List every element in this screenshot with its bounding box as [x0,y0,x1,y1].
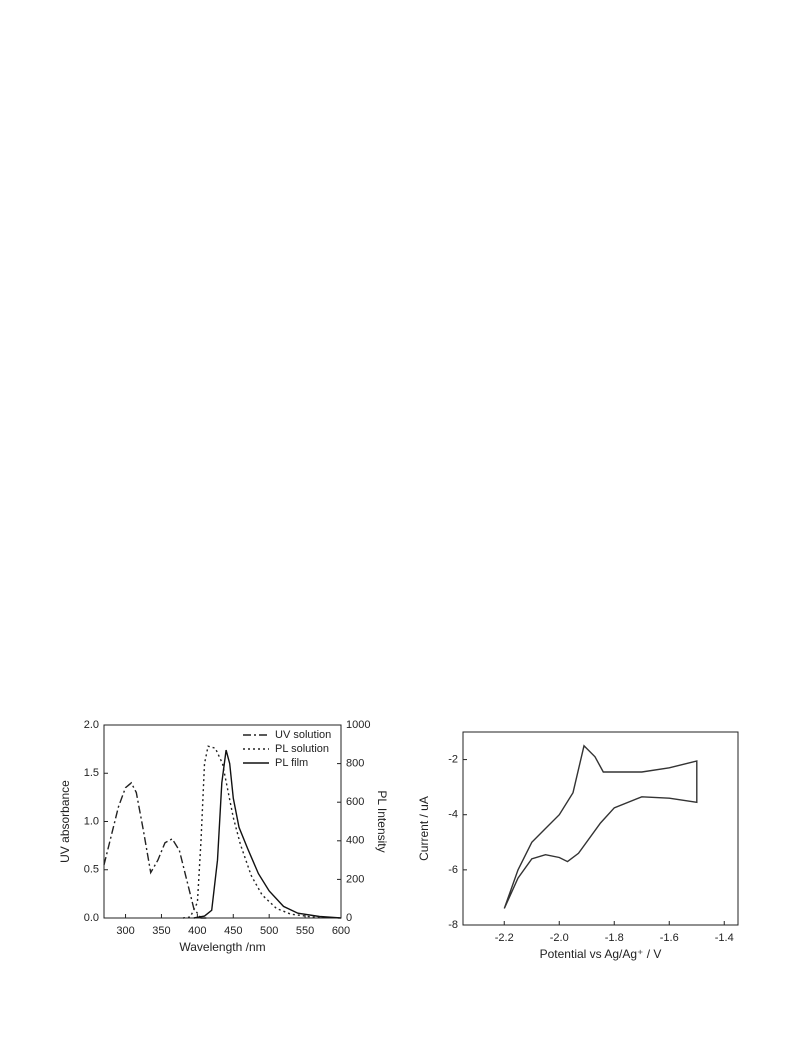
series-line [503,744,698,909]
y2-tick-label: 1000 [346,719,370,731]
x-tick-label: 550 [296,925,314,937]
x-tick-label: -2.2 [495,932,514,944]
plot-frame [462,731,739,926]
x-tick-label: 500 [260,925,278,937]
x-axis-label: Potential vs Ag/Ag⁺ / V [540,947,662,961]
x-axis-label: Wavelength /nm [179,940,265,954]
x-tick-label: 400 [188,925,206,937]
y-tick-label: 0.0 [84,912,99,924]
y-tick-label: 0.5 [84,864,99,876]
y-tick-label: -8 [448,919,458,931]
x-tick-label: -1.6 [660,932,679,944]
y2-axis-label: PL Intensity [375,790,389,852]
y-tick-label: 1.5 [84,767,99,779]
y2-tick-label: 200 [346,873,364,885]
y2-tick-label: 800 [346,758,364,770]
y-axis-label: UV absorbance [58,780,72,863]
y-tick-label: -2 [448,753,458,765]
y-tick-label: -4 [448,809,458,821]
y-tick-label: 1.0 [84,815,99,827]
x-tick-label: -1.8 [605,932,624,944]
series-line [193,749,342,919]
y2-tick-label: 0 [346,912,352,924]
x-tick-label: 450 [224,925,242,937]
x-tick-label: 300 [116,925,134,937]
series-line [103,781,209,919]
legend-label: PL solution [275,743,329,755]
x-tick-label: 600 [332,925,350,937]
x-tick-label: -1.4 [715,932,734,944]
y-axis-label: Current / uA [417,796,431,861]
y-tick-label: -6 [448,864,458,876]
y-tick-label: 2.0 [84,719,99,731]
legend-label: UV solution [275,729,331,741]
x-tick-label: 350 [152,925,170,937]
series-line [182,745,342,919]
y2-tick-label: 400 [346,835,364,847]
x-tick-label: -2.0 [550,932,569,944]
y2-tick-label: 600 [346,796,364,808]
legend-label: PL film [275,757,308,769]
